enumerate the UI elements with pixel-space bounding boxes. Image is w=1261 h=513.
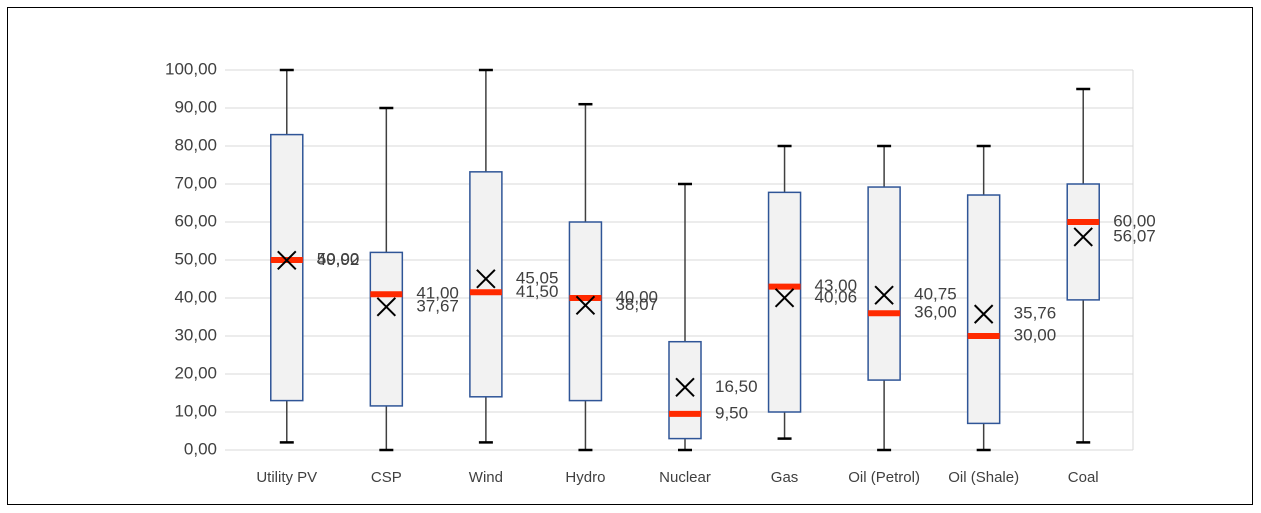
mean-label: 16,50 (715, 377, 758, 396)
box (1066, 183, 1100, 301)
y-tick-label: 100,00 (165, 59, 217, 78)
y-tick-label: 60,00 (174, 211, 217, 230)
y-tick-label: 90,00 (174, 97, 217, 116)
mean-marker (476, 269, 496, 289)
median-label: 30,00 (1014, 325, 1057, 344)
y-tick-label: 0,00 (184, 439, 217, 458)
y-tick-label: 50,00 (174, 249, 217, 268)
x-tick-label: Nuclear (659, 469, 711, 486)
box (867, 186, 901, 381)
median-label: 9,50 (715, 403, 748, 422)
mean-marker (376, 297, 397, 317)
mean-label: 49,92 (317, 250, 360, 269)
box (469, 171, 503, 398)
mean-label: 35,76 (1014, 304, 1057, 323)
median-label: 36,00 (914, 303, 957, 322)
box (369, 251, 404, 407)
x-tick-label: Wind (469, 469, 503, 486)
x-tick-label: Hydro (565, 469, 605, 486)
mean-label: 45,05 (516, 268, 559, 287)
box (767, 191, 802, 413)
y-tick-label: 10,00 (174, 401, 217, 420)
chart-border (7, 7, 1253, 505)
y-tick-label: 40,00 (174, 287, 217, 306)
median-label: 60,00 (1113, 211, 1156, 230)
mean-marker (874, 285, 894, 305)
x-tick-label: Gas (771, 469, 799, 486)
x-tick-label: Oil (Petrol) (848, 469, 920, 486)
mean-label: 56,07 (1113, 226, 1156, 245)
x-tick-label: Utility PV (256, 469, 317, 486)
mean-marker (277, 250, 297, 271)
box (270, 133, 304, 402)
y-tick-label: 30,00 (174, 325, 217, 344)
mean-marker (575, 295, 596, 316)
y-tick-label: 20,00 (174, 363, 217, 382)
median-label: 50,00 (317, 249, 360, 268)
y-tick-label: 70,00 (174, 173, 217, 192)
x-tick-label: Coal (1068, 469, 1099, 486)
x-tick-label: Oil (Shale) (948, 469, 1019, 486)
mean-label: 40,75 (914, 285, 957, 304)
box (568, 221, 603, 402)
x-tick-label: CSP (371, 469, 402, 486)
y-tick-label: 80,00 (174, 135, 217, 154)
mean-marker (774, 288, 795, 308)
mean-marker (1073, 227, 1093, 247)
box (668, 340, 702, 440)
median-label: 41,00 (416, 284, 459, 303)
median-label: 40,00 (615, 287, 658, 306)
median-label: 41,50 (516, 282, 559, 301)
mean-label: 40,06 (815, 287, 858, 306)
mean-marker (675, 377, 695, 398)
box (966, 194, 1001, 425)
mean-marker (973, 304, 994, 324)
mean-label: 38,07 (615, 295, 658, 314)
median-label: 43,00 (815, 276, 858, 295)
mean-label: 37,67 (416, 296, 459, 315)
